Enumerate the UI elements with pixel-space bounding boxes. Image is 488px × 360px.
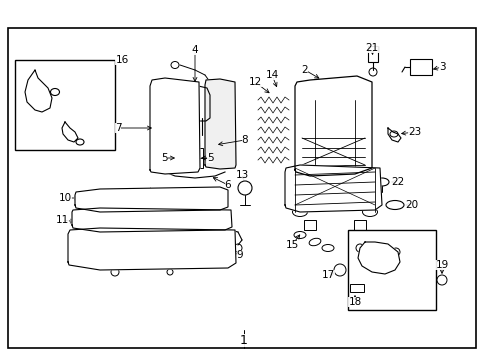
Bar [353, 220, 365, 230]
Ellipse shape [159, 152, 164, 158]
Ellipse shape [385, 201, 403, 210]
Polygon shape [294, 76, 371, 176]
Ellipse shape [50, 89, 60, 95]
Ellipse shape [111, 268, 119, 276]
Text: 2: 2 [301, 65, 307, 75]
Text: 16: 16 [115, 55, 128, 65]
Text: 7: 7 [115, 123, 121, 133]
Ellipse shape [293, 231, 305, 238]
Ellipse shape [308, 238, 320, 246]
Bar [304, 220, 315, 230]
Polygon shape [204, 79, 236, 169]
Text: 20: 20 [405, 200, 418, 210]
Text: 23: 23 [407, 127, 421, 137]
Polygon shape [75, 187, 227, 212]
Ellipse shape [234, 244, 242, 252]
Ellipse shape [391, 248, 399, 256]
Bar [176, 146, 183, 168]
Text: 22: 22 [390, 177, 404, 187]
Bar [347, 230, 435, 310]
Ellipse shape [321, 244, 333, 252]
Polygon shape [357, 242, 399, 274]
Ellipse shape [76, 139, 84, 145]
Bar [349, 284, 363, 292]
Text: 15: 15 [285, 240, 298, 250]
Text: 21: 21 [365, 43, 378, 53]
Ellipse shape [238, 181, 251, 195]
Ellipse shape [167, 269, 173, 275]
Bar [15, 60, 115, 150]
Ellipse shape [158, 88, 165, 96]
Ellipse shape [355, 244, 363, 252]
Text: 14: 14 [265, 70, 278, 80]
Ellipse shape [171, 62, 179, 68]
Text: 9: 9 [236, 250, 243, 260]
Ellipse shape [368, 68, 376, 76]
Polygon shape [72, 208, 231, 232]
Ellipse shape [292, 207, 307, 216]
Text: 4: 4 [191, 45, 198, 55]
Ellipse shape [333, 264, 346, 276]
Polygon shape [180, 85, 209, 121]
Text: 5: 5 [162, 153, 168, 163]
Ellipse shape [362, 207, 377, 216]
Bar [409, 59, 431, 75]
Text: 8: 8 [241, 135, 248, 145]
Polygon shape [285, 165, 381, 212]
Text: 3: 3 [438, 62, 445, 72]
Text: 17: 17 [321, 270, 334, 280]
Ellipse shape [436, 275, 446, 285]
Text: 6: 6 [224, 180, 231, 190]
Text: 13: 13 [235, 170, 248, 180]
Polygon shape [68, 228, 236, 270]
Text: 5: 5 [206, 153, 213, 163]
Bar [8, 28, 475, 348]
Ellipse shape [389, 131, 397, 137]
Text: 12: 12 [248, 77, 261, 87]
Text: 1: 1 [240, 333, 247, 346]
Text: 11: 11 [55, 215, 68, 225]
Ellipse shape [369, 252, 385, 268]
Bar [196, 148, 203, 168]
Text: 18: 18 [347, 297, 361, 307]
Ellipse shape [374, 178, 388, 186]
Polygon shape [150, 78, 200, 174]
Text: 10: 10 [59, 193, 71, 203]
Text: 19: 19 [434, 260, 447, 270]
Bar [367, 46, 377, 62]
